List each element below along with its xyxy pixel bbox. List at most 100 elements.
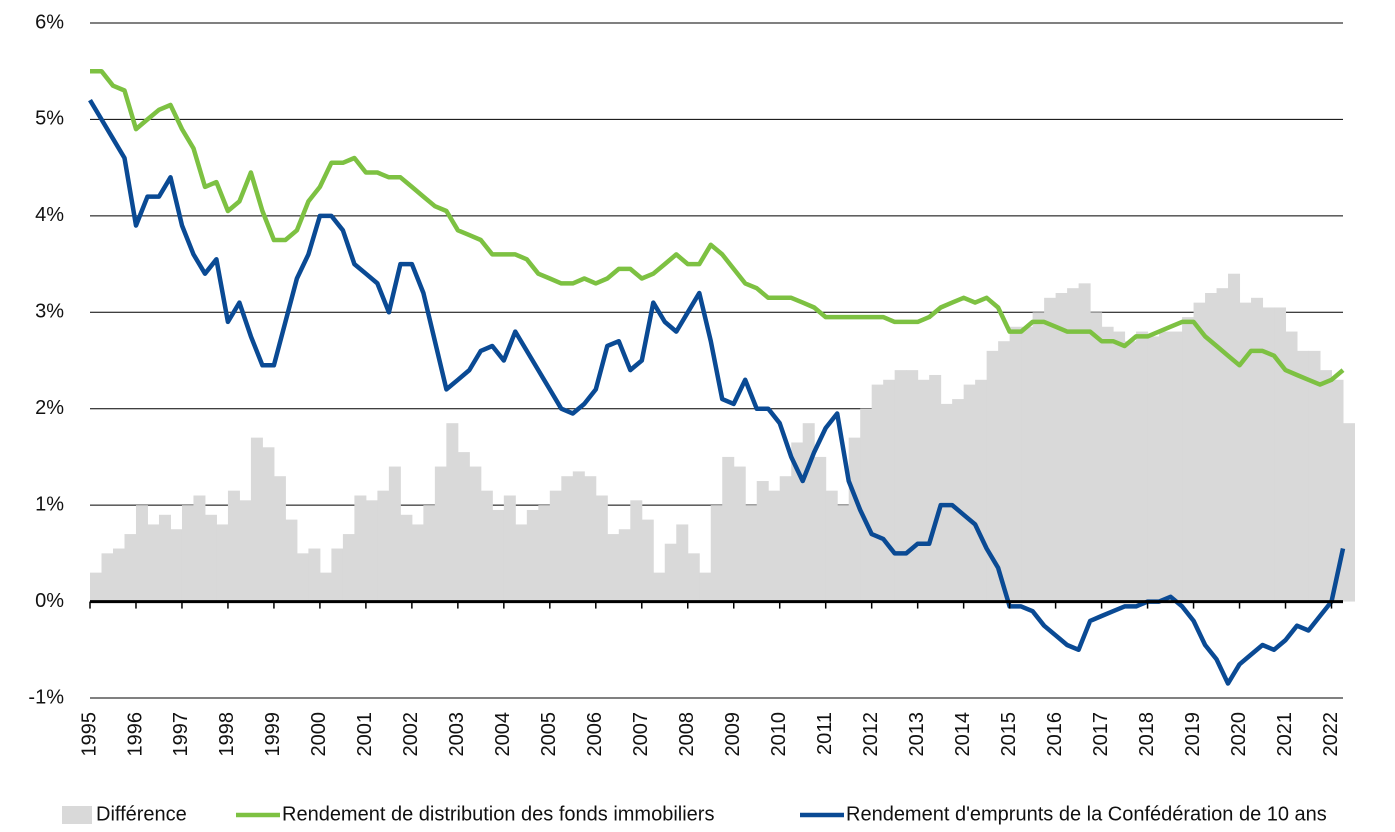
bar	[1009, 326, 1022, 602]
bar	[90, 572, 102, 602]
bar	[1124, 341, 1137, 602]
bar	[710, 505, 723, 602]
bar	[1159, 331, 1172, 602]
bar	[480, 490, 493, 602]
bar	[1078, 283, 1091, 602]
bar	[975, 379, 988, 602]
bar	[618, 529, 631, 602]
legend-label: Différence	[96, 803, 187, 825]
bar	[1274, 307, 1287, 602]
bar	[687, 553, 700, 602]
bar	[1308, 350, 1321, 602]
bar	[745, 505, 758, 602]
bar	[1032, 312, 1045, 602]
bar	[1021, 326, 1034, 602]
bar	[262, 447, 275, 602]
bar	[584, 476, 597, 602]
x-tick-label: 2019	[1182, 712, 1204, 757]
bar	[239, 500, 252, 602]
legend: Différence Rendement de distribution des …	[62, 803, 1327, 825]
x-tick-label: 1995	[78, 712, 100, 757]
bar	[1090, 312, 1103, 602]
bar	[227, 490, 240, 602]
bar	[181, 505, 194, 602]
x-tick-label: 2008	[676, 712, 698, 757]
x-tick-label: 2011	[814, 712, 836, 755]
bar	[285, 519, 298, 602]
x-tick-label: 2006	[584, 712, 606, 757]
y-tick-label: -1%	[28, 686, 64, 708]
bar	[538, 505, 551, 602]
bar	[1170, 331, 1183, 602]
x-tick-label: 2017	[1090, 712, 1112, 757]
legend-swatch	[62, 806, 92, 824]
x-tick-label: 1996	[124, 712, 146, 757]
bar	[250, 437, 263, 602]
bar	[1297, 350, 1310, 602]
bar	[733, 466, 746, 602]
bar	[273, 476, 286, 602]
x-tick-label: 2005	[538, 712, 560, 757]
bar	[170, 529, 183, 602]
x-tick-label: 2018	[1136, 712, 1158, 757]
bar	[515, 524, 528, 602]
bar	[216, 524, 229, 602]
plot	[88, 68, 1355, 686]
bar	[193, 495, 206, 602]
x-tick-label: 2014	[952, 712, 974, 757]
x-tick-label: 2022	[1320, 712, 1342, 757]
bar	[308, 548, 321, 602]
x-tick-label: 1999	[262, 712, 284, 757]
bar	[641, 519, 654, 602]
x-tick-label: 2015	[998, 712, 1020, 757]
bar	[779, 476, 792, 602]
bar	[963, 384, 976, 602]
bar	[791, 442, 804, 602]
x-tick-label: 2000	[308, 712, 330, 757]
bar	[848, 437, 861, 602]
bar	[664, 543, 677, 602]
bar	[354, 495, 367, 602]
bar	[906, 370, 919, 602]
bar	[653, 572, 666, 602]
x-tick-label: 2012	[860, 712, 882, 757]
bar	[572, 471, 585, 602]
bar	[549, 490, 562, 602]
bar	[607, 534, 620, 602]
y-tick-label: 5%	[35, 108, 64, 130]
x-tick-label: 2016	[1044, 712, 1066, 757]
bar	[860, 408, 873, 602]
bar	[1136, 331, 1149, 602]
y-tick-label: 0%	[35, 590, 64, 612]
bar	[342, 534, 355, 602]
bar	[457, 452, 470, 602]
bar	[1044, 297, 1057, 602]
bar	[296, 553, 309, 602]
bar	[124, 534, 137, 602]
bar	[756, 481, 769, 602]
bar	[722, 456, 735, 602]
y-tick-label: 2%	[35, 397, 64, 419]
bar	[998, 341, 1011, 602]
bar	[158, 514, 171, 602]
bar	[1320, 370, 1333, 602]
line	[88, 98, 1346, 686]
bar	[423, 505, 436, 602]
bar	[331, 548, 344, 602]
bar	[883, 379, 896, 602]
bar	[1147, 336, 1160, 602]
x-tick-label: 2010	[768, 712, 790, 757]
bar	[595, 495, 608, 602]
bar	[319, 572, 332, 602]
x-tick-label: 2004	[492, 712, 514, 757]
bar	[1216, 288, 1229, 602]
bar	[1193, 302, 1206, 602]
bar	[204, 514, 217, 602]
bar	[400, 514, 413, 602]
x-tick-label: 2003	[446, 712, 468, 757]
bar	[699, 572, 712, 602]
bar	[894, 370, 907, 602]
x-tick-label: 2002	[400, 712, 422, 757]
bar	[469, 466, 482, 602]
